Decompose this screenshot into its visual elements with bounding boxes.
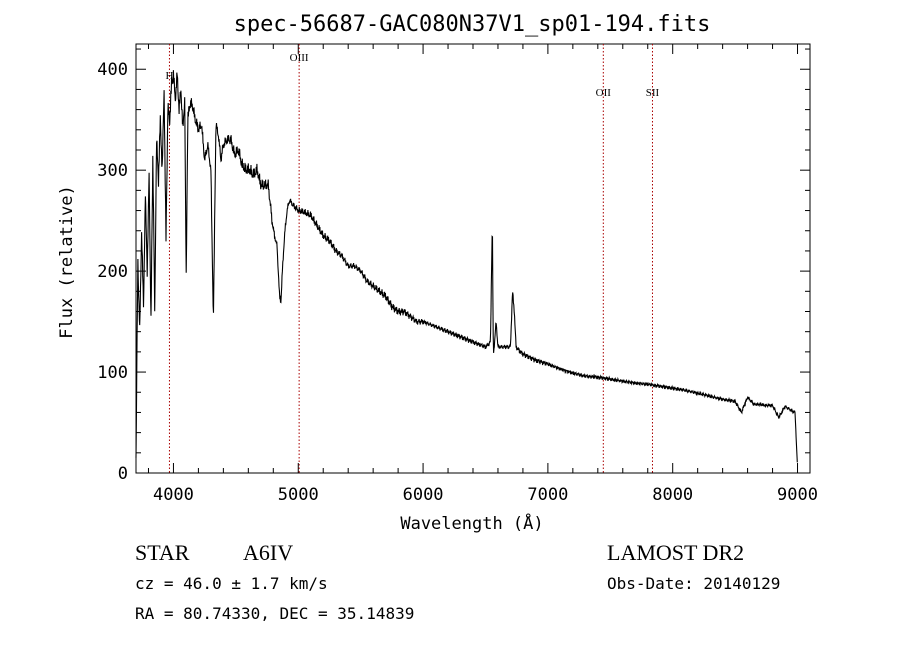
- x-tick-label: 5000: [278, 485, 319, 505]
- marker-label-sii: SII: [646, 87, 660, 99]
- y-tick-label: 300: [97, 161, 128, 181]
- plot-axes: [135, 43, 811, 474]
- redshift-text: cz = 46.0 ± 1.7 km/s: [135, 574, 328, 593]
- y-tick-label: 200: [97, 262, 128, 282]
- plot-frame: [135, 43, 811, 474]
- x-tick-label: 4000: [153, 485, 194, 505]
- y-tick-label: 400: [97, 60, 128, 80]
- emission-line-markers: H OIII OII SII: [165, 44, 660, 473]
- survey-name: LAMOST DR2: [607, 540, 744, 565]
- x-tick-label: 7000: [527, 485, 568, 505]
- tick-labels: 4000 5000 6000 7000 8000 9000 0 100 200 300 400: [97, 60, 818, 505]
- info-panel: STAR A6IV LAMOST DR2 cz = 46.0 ± 1.7 km/…: [135, 540, 780, 623]
- object-type: STAR: [135, 540, 190, 565]
- chart-title: spec-56687-GAC080N37V1_sp01-194.fits: [234, 12, 711, 37]
- spectral-subclass: A6IV: [243, 540, 293, 565]
- x-axis-label: Wavelength (Å): [400, 512, 543, 534]
- x-tick-label: 9000: [777, 485, 818, 505]
- marker-label-oiii: OIII: [290, 52, 309, 64]
- x-tick-label: 6000: [403, 485, 444, 505]
- marker-label-oii: OII: [596, 87, 612, 99]
- x-tick-label: 8000: [652, 485, 693, 505]
- coordinates-text: RA = 80.74330, DEC = 35.14839: [135, 604, 414, 623]
- y-axis-label: Flux (relative): [57, 185, 77, 339]
- marker-label-h: H: [165, 70, 173, 82]
- y-tick-label: 100: [97, 363, 128, 383]
- obs-date-text: Obs-Date: 20140129: [607, 574, 780, 593]
- y-tick-label: 0: [118, 464, 128, 484]
- spectrum-series-line: [135, 70, 798, 463]
